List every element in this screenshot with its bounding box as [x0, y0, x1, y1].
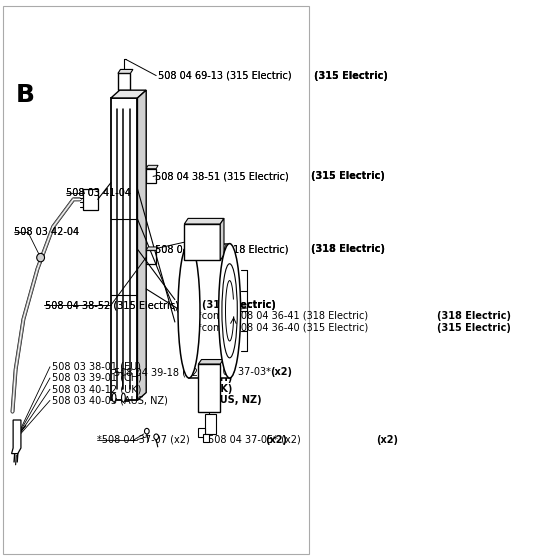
Text: (AUS, NZ): (AUS, NZ)	[208, 395, 262, 405]
Polygon shape	[111, 98, 137, 400]
Text: (315 Electric): (315 Electric)	[202, 300, 276, 310]
Text: (315 Electric): (315 Electric)	[314, 71, 388, 81]
Text: 508 03 41-04: 508 03 41-04	[66, 188, 130, 198]
Text: (x2): (x2)	[376, 435, 398, 445]
Ellipse shape	[218, 244, 241, 378]
Text: 508 04 39-31 (318 Electric): 508 04 39-31 (318 Electric)	[155, 244, 288, 254]
Text: (318 Electric): (318 Electric)	[311, 244, 385, 254]
Text: (318 Electric): (318 Electric)	[437, 311, 511, 321]
Polygon shape	[118, 69, 133, 73]
Polygon shape	[198, 360, 223, 364]
Text: 508 03 41-04: 508 03 41-04	[66, 188, 130, 198]
Text: *compl 508 04 36-40 (315 Electric): *compl 508 04 36-40 (315 Electric)	[197, 323, 368, 333]
Text: 508 03 40-12 (UK): 508 03 40-12 (UK)	[52, 384, 141, 394]
Text: (315 Electric): (315 Electric)	[311, 171, 385, 181]
Polygon shape	[198, 364, 220, 412]
Polygon shape	[220, 218, 224, 260]
Bar	[118, 73, 130, 90]
Text: 508 04 38-52 (315 Electric): 508 04 38-52 (315 Electric)	[45, 300, 179, 310]
Polygon shape	[203, 434, 209, 442]
Polygon shape	[184, 224, 220, 260]
Text: 508 03 42-04: 508 03 42-04	[14, 227, 79, 237]
Polygon shape	[184, 218, 224, 224]
Ellipse shape	[144, 428, 149, 434]
Bar	[146, 169, 156, 183]
Text: 508 04 38-52 (315 Electric): 508 04 38-52 (315 Electric)	[45, 300, 179, 310]
Polygon shape	[146, 165, 158, 169]
Text: 508 04 39-18 (x2): 508 04 39-18 (x2)	[114, 367, 202, 377]
Ellipse shape	[37, 254, 44, 262]
Polygon shape	[12, 420, 21, 454]
Text: (UK): (UK)	[208, 384, 232, 394]
Text: (315 Electric): (315 Electric)	[202, 300, 276, 310]
Polygon shape	[189, 244, 230, 378]
Text: 508 03 38-01 (EU): 508 03 38-01 (EU)	[52, 362, 141, 372]
Text: (CH): (CH)	[208, 373, 232, 383]
Text: 508 04 38-51 (315 Electric): 508 04 38-51 (315 Electric)	[155, 171, 288, 181]
Text: 508 04 38-51 (315 Electric): 508 04 38-51 (315 Electric)	[155, 171, 288, 181]
Text: (EU): (EU)	[208, 362, 231, 372]
Text: (315 Electric): (315 Electric)	[437, 323, 511, 333]
Text: *508 04 37-07 (x2): *508 04 37-07 (x2)	[97, 435, 190, 445]
Polygon shape	[204, 414, 216, 434]
Polygon shape	[137, 90, 146, 400]
Text: 508 04 69-13 (315 Electric): 508 04 69-13 (315 Electric)	[158, 71, 291, 81]
Text: 508 04 39-31 (318 Electric): 508 04 39-31 (318 Electric)	[155, 244, 288, 254]
Text: *compl 508 04 36-41 (318 Electric): *compl 508 04 36-41 (318 Electric)	[197, 311, 368, 321]
Text: (x2): (x2)	[270, 367, 292, 377]
Ellipse shape	[112, 393, 116, 402]
Polygon shape	[111, 90, 146, 98]
Text: (315 Electric): (315 Electric)	[311, 171, 385, 181]
Polygon shape	[146, 247, 158, 250]
Text: 508 04 37-03*: 508 04 37-03*	[202, 367, 272, 377]
Text: 508 04 37-05* (x2): 508 04 37-05* (x2)	[208, 435, 301, 445]
Polygon shape	[198, 428, 204, 437]
Text: (318 Electric): (318 Electric)	[311, 244, 385, 254]
Text: 508 03 42-04: 508 03 42-04	[14, 227, 79, 237]
Bar	[146, 250, 156, 264]
Bar	[83, 189, 98, 210]
Text: B: B	[16, 83, 35, 107]
Text: 508 04 69-13 (315 Electric): 508 04 69-13 (315 Electric)	[158, 71, 291, 81]
Text: (x2): (x2)	[265, 435, 287, 445]
Text: 508 03 39-01 (CH): 508 03 39-01 (CH)	[52, 373, 142, 383]
Ellipse shape	[154, 434, 158, 440]
Ellipse shape	[178, 244, 200, 378]
Ellipse shape	[122, 393, 125, 402]
Text: (315 Electric): (315 Electric)	[314, 71, 388, 81]
Text: 508 03 40-03 (AUS, NZ): 508 03 40-03 (AUS, NZ)	[52, 395, 167, 405]
